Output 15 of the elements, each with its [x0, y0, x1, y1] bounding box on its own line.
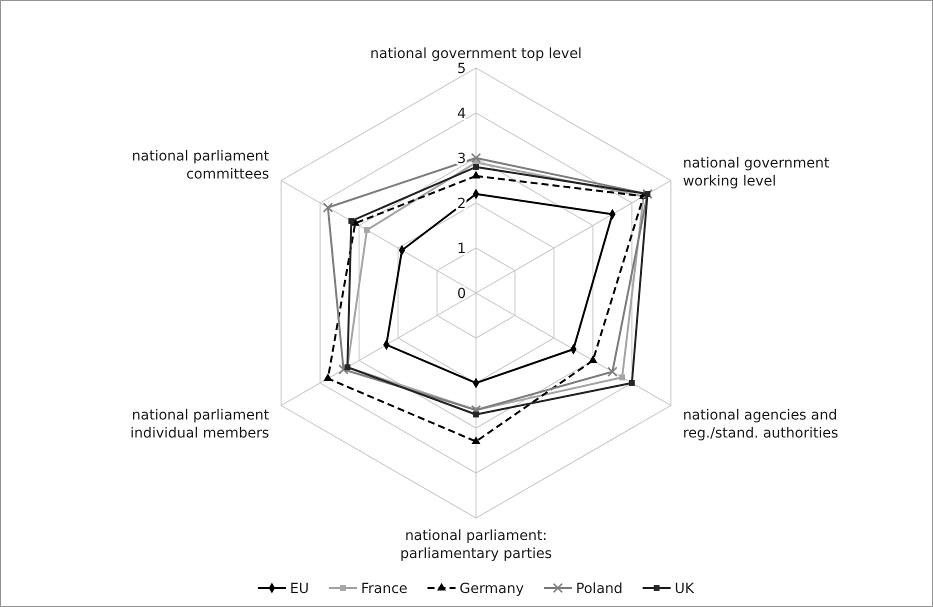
spoke-label: national agencies and reg./stand. authorities	[682, 408, 838, 442]
legend-label: UK	[674, 581, 695, 597]
legend-label: France	[360, 581, 408, 597]
spoke-label: national government top level	[370, 46, 582, 62]
legend-label: Poland	[576, 581, 623, 597]
y-tick-label: 5	[457, 61, 466, 77]
y-tick-label: 1	[457, 241, 466, 257]
spoke-label: national parliament committees	[132, 148, 270, 182]
y-tick-label: 0	[457, 286, 466, 302]
spoke-label: national parliament: parliamentary parties	[400, 528, 552, 562]
spoke-label: national government working level	[682, 156, 830, 190]
spoke-label: national parliament individual members	[130, 408, 270, 442]
legend-label: EU	[290, 581, 309, 597]
y-tick-label: 4	[457, 106, 466, 122]
legend-label: Germany	[460, 581, 524, 597]
